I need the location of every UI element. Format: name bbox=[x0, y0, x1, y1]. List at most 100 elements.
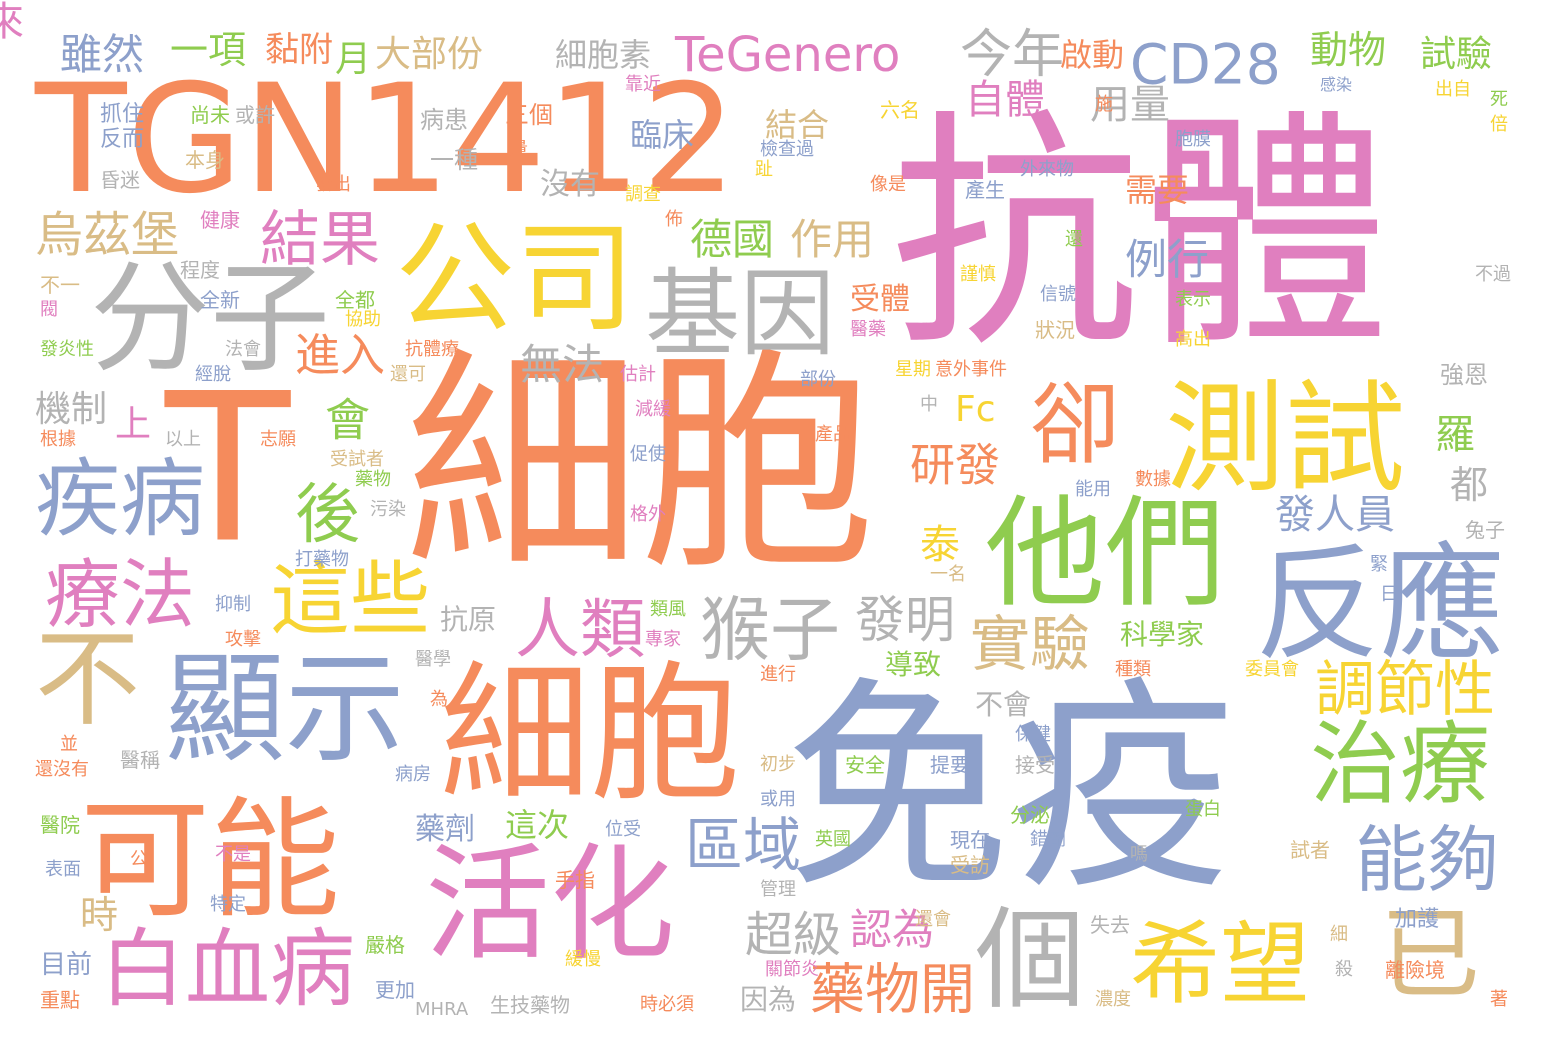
word-jiehe: 結合 bbox=[765, 106, 830, 144]
word-yongliang: 用量 bbox=[1090, 82, 1170, 128]
word-diaocha: 調查 bbox=[625, 184, 661, 205]
word-tegenero: TeGenero bbox=[675, 27, 901, 83]
word-dabufen: 大部份 bbox=[375, 34, 484, 75]
word-yaowukai: 藥物開 bbox=[810, 957, 976, 1022]
word-chansheng: 產生 bbox=[965, 178, 1005, 202]
word-yue: 月 bbox=[335, 39, 372, 80]
word-nongdu: 濃度 bbox=[1095, 989, 1131, 1010]
word-tamen: 他們 bbox=[985, 485, 1225, 624]
word-yiyao: 醫藥 bbox=[850, 319, 886, 340]
word-quanxin: 全新 bbox=[200, 288, 240, 312]
word-sha: 殺 bbox=[1335, 959, 1353, 980]
word-yiwaishijian: 意外事件 bbox=[935, 359, 1007, 380]
word-jianchaguo: 檢查過 bbox=[760, 139, 814, 160]
word-shizhe: 試者 bbox=[1290, 838, 1330, 862]
word-xianzai: 現在 bbox=[950, 828, 990, 852]
word-tai: 泰 bbox=[920, 522, 960, 568]
word-yange: 嚴格 bbox=[365, 933, 405, 957]
word-yaowu: 藥物 bbox=[355, 469, 391, 490]
word-jingtuo: 經脫 bbox=[195, 364, 231, 385]
word-shouzhi: 手指 bbox=[555, 868, 595, 892]
word-gengjia: 更加 bbox=[375, 978, 415, 1002]
word-zhiyuan: 志願 bbox=[260, 429, 296, 450]
word-bing: 並 bbox=[60, 734, 78, 755]
word-biaomian: 表面 bbox=[45, 859, 81, 880]
word-mhra: MHRA bbox=[415, 999, 469, 1020]
word-yizhi: 抑制 bbox=[215, 594, 251, 615]
word-baomo: 胞膜 bbox=[1175, 129, 1211, 150]
word-fanying: 反應 bbox=[1255, 532, 1505, 678]
word-qidong: 啟動 bbox=[1060, 36, 1125, 74]
word-ri: 日 bbox=[1380, 584, 1398, 605]
word-yinwei: 因為 bbox=[740, 983, 797, 1016]
word-chanpin: 產品 bbox=[815, 424, 851, 445]
word-buyi: 不一 bbox=[40, 273, 80, 297]
word-haimeiyou: 還沒有 bbox=[35, 759, 89, 780]
word-huoxu: 或許 bbox=[235, 103, 275, 127]
word-tgn1412: TGN1412 bbox=[35, 53, 737, 227]
word-guji: 估計 bbox=[620, 364, 656, 385]
word-shiyan-2: 試驗 bbox=[1420, 34, 1493, 75]
word-xiezhu: 協助 bbox=[345, 309, 381, 330]
word-yiming: 一名 bbox=[930, 564, 966, 585]
word-que: 卻 bbox=[1030, 372, 1120, 477]
word-shiyan: 實驗 bbox=[970, 610, 1090, 680]
word-kaojin: 靠近 bbox=[625, 74, 661, 95]
word-baixuebing: 白血病 bbox=[100, 920, 356, 1020]
word-quandou: 全都 bbox=[335, 288, 375, 312]
word-dongwu: 動物 bbox=[1310, 28, 1387, 72]
word-ziti: 自體 bbox=[965, 77, 1045, 123]
word-shouti: 受體 bbox=[850, 282, 910, 317]
word-farenyuan: 發人員 bbox=[1275, 492, 1395, 538]
word-bei: 倍 bbox=[1490, 114, 1508, 135]
word-baojian: 保健 bbox=[1015, 724, 1051, 745]
word-fc: Fc bbox=[955, 389, 996, 430]
word-shoushizhe: 受試者 bbox=[330, 449, 384, 470]
word-xibaosu: 細胞素 bbox=[555, 36, 652, 74]
word-quyu: 區域 bbox=[685, 811, 802, 879]
word-gongji: 攻擊 bbox=[225, 629, 261, 650]
word-bufen: 部份 bbox=[800, 369, 836, 390]
word-shang: 上 bbox=[115, 404, 152, 445]
word-yanfa: 研發 bbox=[910, 438, 1001, 492]
word-guanli: 管理 bbox=[760, 879, 796, 900]
word-jibing: 疾病 bbox=[35, 450, 206, 550]
word-jin: 緊 bbox=[1370, 554, 1388, 575]
word-jinxing: 進行 bbox=[760, 664, 796, 685]
word-yiyuan: 醫院 bbox=[40, 813, 80, 837]
word-ma: 嗎 bbox=[1130, 844, 1148, 865]
word-gongsi: 公司 bbox=[395, 210, 635, 349]
word-nianfu: 黏附 bbox=[265, 30, 333, 70]
word-linchuang: 臨床 bbox=[630, 116, 695, 154]
word-tiaojiexing: 調節性 bbox=[1315, 655, 1495, 725]
word-shibixu: 時必須 bbox=[640, 994, 694, 1015]
word-tiyao: 提要 bbox=[930, 753, 970, 777]
word-dayaowu: 打藥物 bbox=[295, 549, 349, 570]
word-chubu: 初步 bbox=[760, 754, 796, 775]
word-guanjieyan: 關節炎 bbox=[765, 959, 819, 980]
word-xibao: 細胞 bbox=[405, 328, 875, 602]
word-faner: 反而 bbox=[100, 127, 145, 152]
word-liuming: 六名 bbox=[880, 98, 920, 122]
word-wei: 為 bbox=[430, 689, 448, 710]
word-hou: 後 bbox=[295, 477, 361, 553]
word-shoufang: 受訪 bbox=[950, 853, 990, 877]
word-fahui: 法會 bbox=[225, 339, 261, 360]
word-jinnian: 今年 bbox=[960, 25, 1065, 85]
word-biaoshi: 表示 bbox=[1175, 289, 1211, 310]
word-xingqi: 星期 bbox=[895, 359, 931, 380]
word-zhe: 著 bbox=[1490, 989, 1508, 1010]
word-kangyuan: 抗原 bbox=[440, 603, 497, 636]
word-fayanxing: 發炎性 bbox=[40, 339, 94, 360]
word-zhexie: 這些 bbox=[270, 553, 430, 646]
word-deguo: 德國 bbox=[690, 215, 775, 264]
word-bu-2: 佈 bbox=[665, 209, 683, 230]
word-zhiliao: 治療 bbox=[1310, 712, 1490, 817]
word-lixianjing: 離險境 bbox=[1385, 958, 1445, 982]
word-t: T bbox=[165, 350, 291, 589]
word-gong: 公 bbox=[130, 849, 148, 870]
word-teding: 特定 bbox=[210, 894, 246, 915]
word-shuju: 數據 bbox=[1135, 469, 1171, 490]
word-mianyi: 免疫 bbox=[785, 658, 1235, 921]
